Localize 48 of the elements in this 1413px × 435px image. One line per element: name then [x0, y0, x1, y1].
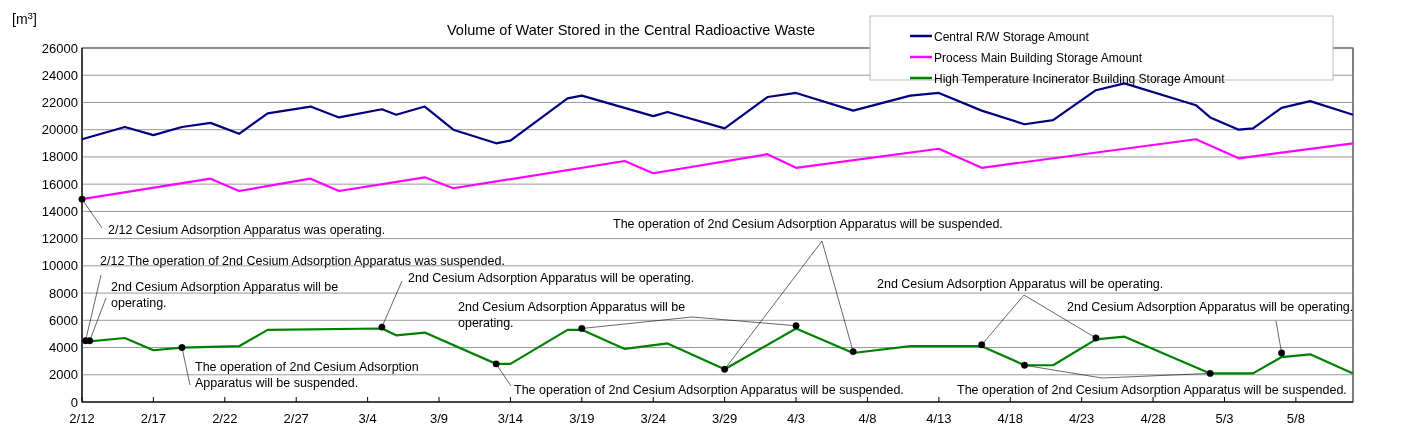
y-tick-label: 16000 [41, 176, 78, 192]
legend-label: High Temperature Incinerator Building Storage Amount [934, 71, 1226, 86]
annotation: 2/12 Cesium Adsorption Apparatus was operating. [108, 223, 386, 237]
y-tick-label: 10000 [41, 258, 78, 274]
x-tick-label: 3/14 [497, 411, 524, 426]
x-tick-label: 4/3 [787, 411, 806, 426]
x-tick-label: 4/28 [1140, 411, 1166, 426]
x-tick-label: 5/8 [1286, 411, 1305, 426]
y-tick-label: 26000 [41, 40, 78, 56]
annotation: 2nd Cesium Adsorption Apparatus will be operating. [408, 271, 695, 285]
legend-label: Process Main Building Storage Amount [934, 50, 1143, 65]
y-axis-title: [m$^{3}$] [12, 9, 37, 27]
x-tick-label: 4/23 [1069, 411, 1095, 426]
y-tick-label: 22000 [41, 94, 78, 110]
y-tick-label: 12000 [41, 231, 78, 247]
legend-label: Central R/W Storage Amount [934, 29, 1090, 44]
x-tick-label: 3/19 [569, 411, 595, 426]
annotation: 2nd Cesium Adsorption Apparatus will be operating. [877, 277, 1164, 291]
y-tick-label: 18000 [41, 149, 78, 165]
y-tick-label: 0 [70, 394, 78, 410]
annotation: 2nd Cesium Adsorption Apparatus will be operating. [458, 300, 686, 330]
y-tick-label: 20000 [41, 122, 78, 138]
x-tick-label: 2/12 [69, 411, 95, 426]
x-tick-label: 3/9 [429, 411, 449, 426]
y-tick-label: 2000 [49, 367, 78, 383]
y-tick-label: 14000 [41, 203, 78, 219]
x-tick-label: 3/29 [711, 411, 738, 426]
x-tick-label: 4/18 [997, 411, 1023, 426]
annotation: The operation of 2nd Cesium Adsorption Apparatus will be suspended. [957, 383, 1347, 397]
chart-title: Volume of Water Stored in the Central Radioactive Waste [446, 22, 816, 38]
x-tick-label: 2/22 [212, 411, 238, 426]
y-tick-label: 4000 [49, 340, 78, 356]
annotation: 2nd Cesium Adsorption Apparatus will be operating. [1067, 300, 1354, 314]
x-tick-label: 4/13 [926, 411, 952, 426]
y-tick-label: 8000 [49, 285, 78, 301]
x-tick-label: 5/3 [1215, 411, 1234, 426]
annotation: The operation of 2nd Cesium Adsorption Apparatus will be suspended. [514, 383, 904, 397]
x-tick-label: 4/8 [858, 411, 877, 426]
annotation: 2nd Cesium Adsorption Apparatus will be operating. [111, 280, 339, 310]
x-tick-label: 3/24 [640, 411, 666, 426]
x-tick-label: 3/4 [358, 411, 377, 426]
x-tick-label: 2/27 [283, 411, 309, 426]
annotation: The operation of 2nd Cesium Adsorption Apparatus will be suspended. [195, 360, 419, 390]
annotation: 2/12 The operation of 2nd Cesium Adsorption Apparatus was suspended. [100, 254, 505, 268]
annotation: The operation of 2nd Cesium Adsorption Apparatus will be suspended. [613, 217, 1003, 231]
y-tick-label: 6000 [49, 312, 78, 328]
x-tick-label: 2/17 [140, 411, 167, 426]
y-tick-label: 24000 [41, 67, 78, 83]
